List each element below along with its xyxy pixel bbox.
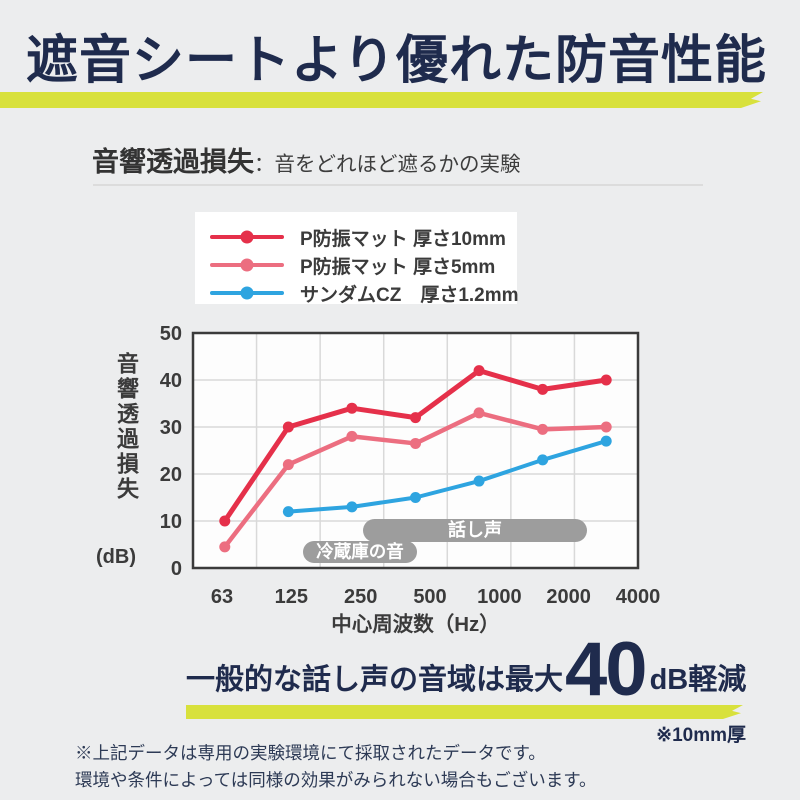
data-point — [346, 501, 358, 513]
section-divider — [93, 184, 703, 186]
tagline-unit: dB軽減 — [649, 664, 747, 696]
data-point — [537, 383, 549, 395]
x-tick-label: 500 — [413, 586, 446, 608]
legend-label: P防振マット 厚さ10mm — [300, 228, 506, 250]
y-tick-label: 50 — [160, 323, 182, 345]
data-point — [282, 506, 294, 518]
y-tick-label: 0 — [171, 558, 182, 580]
data-point — [410, 437, 421, 449]
page-title: 遮音シートより優れた防音性能 — [26, 32, 767, 90]
series-line — [286, 439, 609, 514]
legend-label: サンダムCZ 厚さ1.2mm — [300, 284, 519, 306]
data-point — [473, 407, 485, 419]
data-point — [219, 515, 231, 527]
y-axis-label: 音響透過損失 — [114, 352, 139, 502]
data-point — [410, 412, 421, 424]
legend-line-marker — [210, 230, 284, 244]
data-point — [473, 365, 485, 377]
annotation-label: 話し声 — [448, 519, 502, 540]
legend-item-sundamcz: サンダムCZ 厚さ1.2mm — [210, 279, 519, 307]
disclaimer-line-2: 環境や条件によっては同様の効果がみられない場合もございます。 — [75, 770, 597, 791]
chart-legend: P防振マット 厚さ10mm P防振マット 厚さ5mm サンダムCZ 厚さ1.2m… — [195, 212, 519, 307]
legend-dot-icon — [240, 286, 254, 300]
y-axis-unit: (dB) — [96, 546, 136, 568]
tagline: 一般的な話し声の音域は最大 40 dB軽減 — [186, 627, 747, 713]
y-tick-label: 40 — [160, 370, 182, 392]
data-point — [346, 430, 358, 442]
title-highlight-ribbon — [0, 92, 763, 108]
section-title: 音響透過損失 — [92, 147, 254, 177]
tagline-big-number: 40 — [565, 627, 648, 713]
x-tick-label: 1000 — [477, 586, 522, 608]
annotation-pill — [303, 541, 417, 563]
disclaimer-line-1: ※上記データは専用の実験環境にて採取されたデータです。 — [75, 743, 546, 763]
tagline-highlight-ribbon — [186, 705, 743, 719]
y-tick-label: 30 — [160, 417, 182, 439]
data-point — [537, 454, 549, 466]
legend-dot-icon — [240, 230, 254, 244]
y-tick-label: 20 — [160, 464, 182, 486]
annotation-label: 冷蔵庫の音 — [316, 541, 404, 561]
x-tick-label: 4000 — [616, 586, 661, 608]
data-point — [346, 402, 358, 414]
x-tick-label: 250 — [344, 586, 377, 608]
data-point — [473, 475, 485, 487]
x-axis-label: 中心周波数（Hz） — [331, 612, 500, 636]
y-tick-label: 10 — [160, 511, 182, 533]
data-point — [410, 492, 421, 503]
legend-dot-icon — [240, 258, 254, 272]
data-point — [600, 435, 612, 447]
legend-line-marker — [210, 258, 284, 272]
annotation-pill — [363, 519, 587, 542]
disclaimer: ※上記データは専用の実験環境にて採取されたデータです。 環境や条件によっては同様… — [75, 740, 597, 794]
data-point — [219, 541, 231, 553]
legend-item-5mm: P防振マット 厚さ5mm — [210, 251, 517, 279]
tagline-text: 一般的な話し声の音域は最大 — [186, 664, 564, 696]
legend-line-marker — [210, 286, 284, 300]
x-tick-label: 2000 — [546, 586, 591, 608]
legend-label: P防振マット 厚さ5mm — [300, 256, 496, 278]
thickness-note: ※10mm厚 — [656, 725, 746, 746]
x-tick-label: 63 — [211, 586, 233, 608]
x-tick-label: 125 — [275, 586, 308, 608]
section-header: 音響透過損失 ：音をどれほど遮るかの実験 — [92, 140, 521, 179]
legend-item-10mm: P防振マット 厚さ10mm — [210, 223, 517, 251]
data-point — [282, 421, 294, 433]
data-point — [282, 459, 294, 471]
data-point — [600, 421, 612, 433]
data-point — [537, 423, 549, 435]
data-point — [600, 374, 612, 386]
section-subtitle: ：音をどれほど遮るかの実験 — [254, 153, 521, 176]
